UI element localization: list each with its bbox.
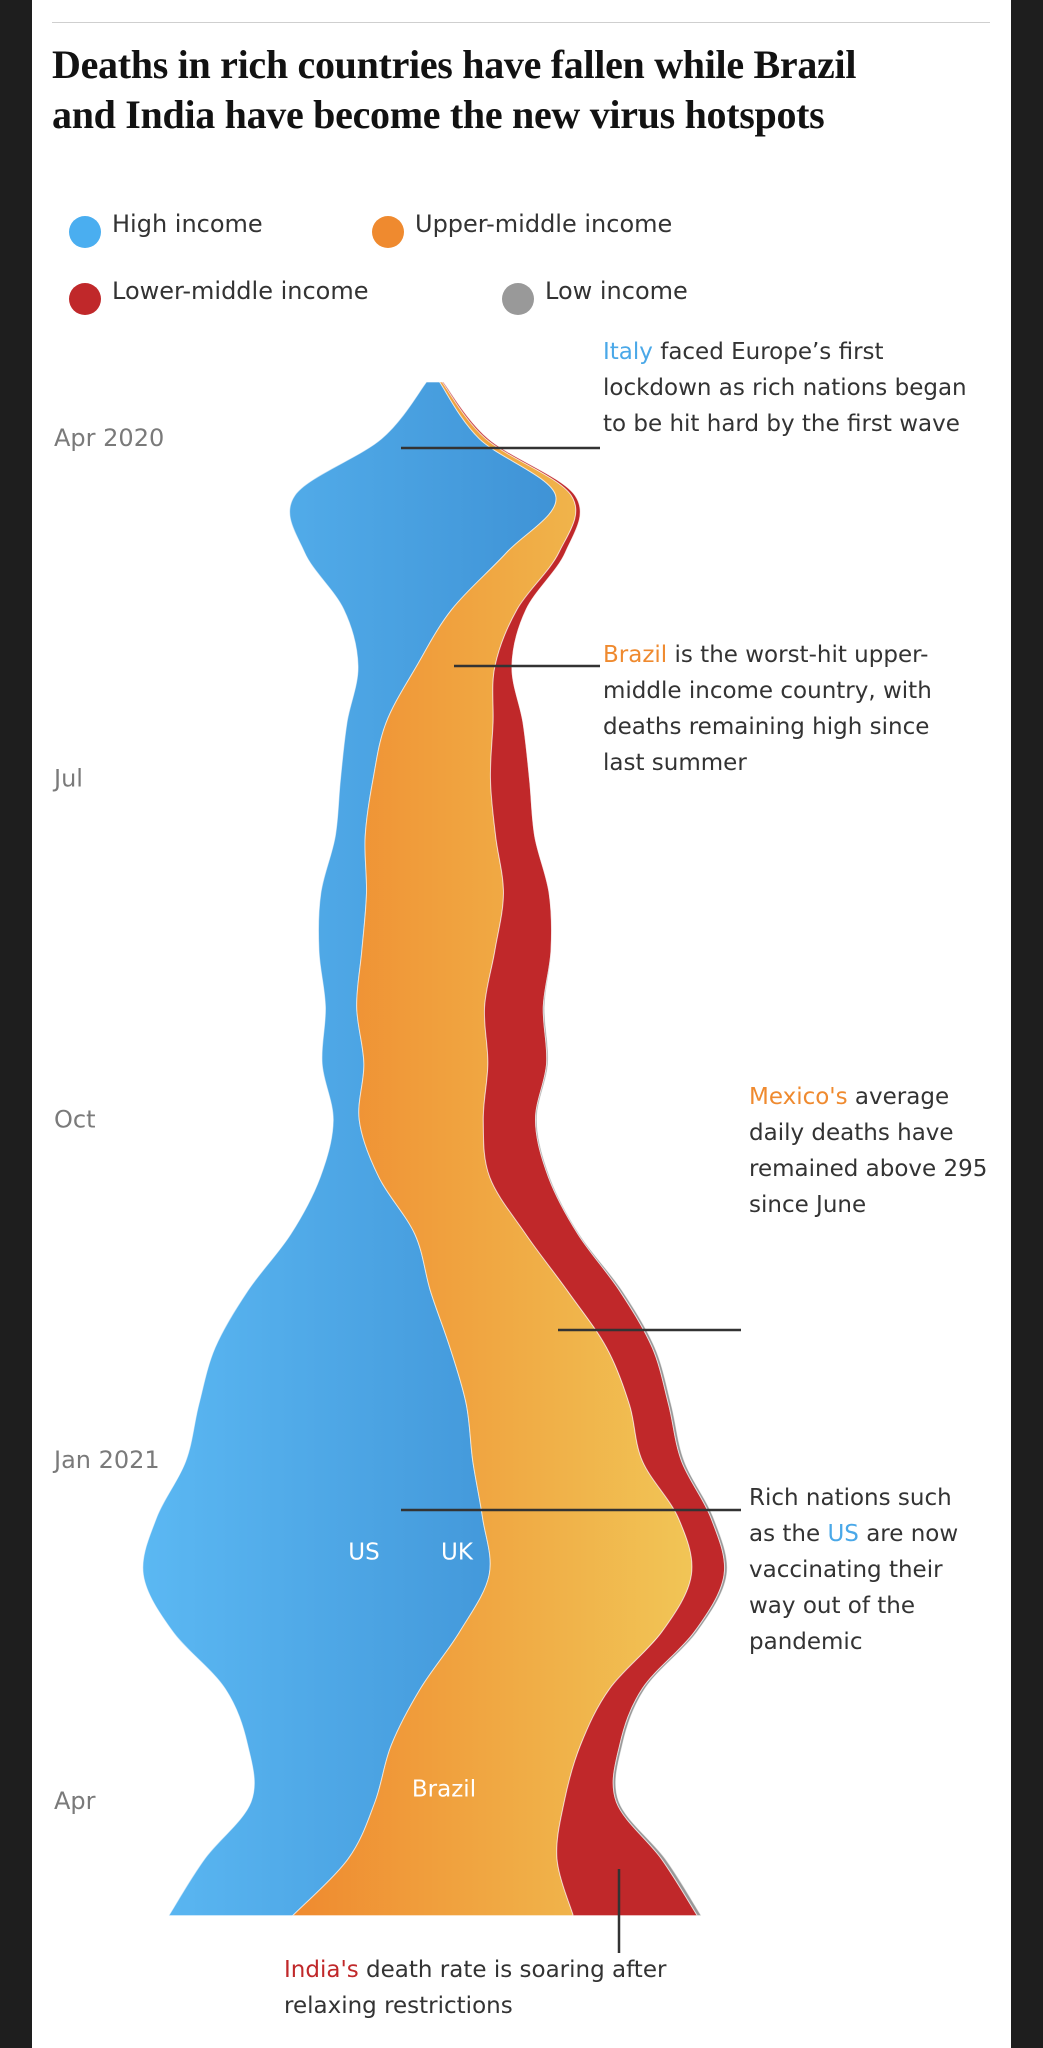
annotation-text: US bbox=[827, 1521, 859, 1547]
annotation-text: India's bbox=[284, 1957, 359, 1983]
annotation-line: Brazil is the worst-hit upper- bbox=[603, 637, 932, 673]
annotation-text: to be hit hard by the first wave bbox=[603, 411, 960, 437]
annotation: Italy faced Europe’s first lockdown as ri… bbox=[603, 334, 967, 442]
legend-label: Lower-middle income bbox=[112, 277, 369, 305]
annotation-line: India's death rate is soaring after bbox=[284, 1952, 666, 1988]
y-tick-label: Apr 2020 bbox=[54, 424, 164, 452]
inline-label: US bbox=[348, 1540, 379, 1566]
annotation-text: way out of the bbox=[749, 1593, 916, 1619]
annotation-text: is the worst-hit upper- bbox=[667, 642, 929, 668]
stream-band bbox=[443, 381, 728, 1917]
annotation-line: deaths remaining high since bbox=[603, 709, 932, 745]
annotation-text: Brazil bbox=[603, 642, 668, 668]
annotation-line: last summer bbox=[603, 745, 932, 781]
annotation-line: relaxing restrictions bbox=[284, 1988, 666, 2024]
legend-dot bbox=[372, 216, 404, 248]
annotation-text: since June bbox=[749, 1192, 867, 1218]
annotation-line: Italy faced Europe’s first bbox=[603, 334, 967, 370]
annotation-text: as the bbox=[749, 1521, 828, 1547]
annotation-text: Mexico's bbox=[749, 1084, 848, 1110]
top-rule bbox=[52, 22, 990, 23]
legend-dot bbox=[69, 216, 101, 248]
y-tick-label: Jul bbox=[52, 765, 83, 793]
legend-label: High income bbox=[112, 210, 263, 238]
annotation-line: lockdown as rich nations began bbox=[603, 370, 967, 406]
annotation-text: middle income country, with bbox=[603, 678, 932, 704]
chart-panel: Deaths in rich countries have fallen whi… bbox=[32, 0, 1011, 2048]
annotation-text: are now bbox=[858, 1521, 959, 1547]
annotation-line: daily deaths have bbox=[749, 1115, 987, 1151]
annotation-text: remained above 295 bbox=[749, 1156, 988, 1182]
annotation-text: lockdown as rich nations began bbox=[603, 375, 967, 401]
chart: Apr 2020 Jul Oct Jan 2021 Apr US UK Brazil bbox=[52, 381, 741, 1953]
y-tick-label: Jan 2021 bbox=[52, 1446, 160, 1474]
annotation-text: daily deaths have bbox=[749, 1120, 954, 1146]
annotation-text: pandemic bbox=[749, 1629, 863, 1655]
annotation-text: death rate is soaring after bbox=[358, 1957, 667, 1983]
chart-title: Deaths in rich countries have fallen whi… bbox=[52, 40, 856, 140]
legend-dot bbox=[69, 283, 101, 315]
inline-label: UK bbox=[441, 1540, 474, 1566]
annotation-text: last summer bbox=[603, 750, 747, 776]
annotation: India's death rate is soaring after relax… bbox=[284, 1952, 666, 2024]
annotation-line: vaccinating their bbox=[749, 1552, 958, 1588]
annotation-text: average bbox=[847, 1084, 950, 1110]
annotation-line: as the US are now bbox=[749, 1516, 958, 1552]
annotation-line: way out of the bbox=[749, 1588, 958, 1624]
annotation-line: Rich nations such bbox=[749, 1480, 958, 1516]
y-tick-label: Apr bbox=[54, 1787, 96, 1815]
annotation: Rich nations such as the US are now vaccin… bbox=[749, 1480, 958, 1660]
annotation-line: Mexico's average bbox=[749, 1079, 987, 1115]
annotation-text: Italy bbox=[603, 339, 653, 365]
y-tick-label: Oct bbox=[54, 1105, 96, 1133]
title-line: Deaths in rich countries have fallen whi… bbox=[52, 42, 857, 87]
annotation: Mexico's average daily deaths have remaine… bbox=[749, 1079, 987, 1223]
annotation-text: relaxing restrictions bbox=[284, 1993, 513, 2019]
annotation-text: faced Europe’s first bbox=[652, 339, 884, 365]
title-line: and India have become the new virus hots… bbox=[52, 92, 825, 137]
legend-label: Low income bbox=[545, 277, 688, 305]
annotation-line: remained above 295 bbox=[749, 1151, 987, 1187]
annotation-text: Rich nations such bbox=[749, 1485, 952, 1511]
annotation-line: to be hit hard by the first wave bbox=[603, 406, 967, 442]
legend-label: Upper-middle income bbox=[415, 210, 673, 238]
legend-dot bbox=[502, 283, 534, 315]
annotation-text: vaccinating their bbox=[749, 1557, 943, 1583]
annotation: Brazil is the worst-hit upper-middle inc… bbox=[603, 637, 932, 781]
annotation-text: deaths remaining high since bbox=[603, 714, 930, 740]
annotation-line: middle income country, with bbox=[603, 673, 932, 709]
inline-label: Brazil bbox=[412, 1777, 476, 1803]
annotation-line: since June bbox=[749, 1187, 987, 1223]
annotation-line: pandemic bbox=[749, 1624, 958, 1660]
